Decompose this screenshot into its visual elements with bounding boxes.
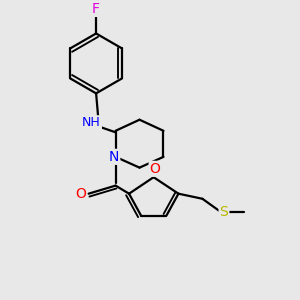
Text: N: N: [109, 150, 119, 164]
Text: O: O: [150, 162, 160, 176]
Text: NH: NH: [82, 116, 101, 129]
Text: F: F: [92, 2, 100, 16]
Text: S: S: [220, 205, 228, 219]
Text: O: O: [75, 187, 86, 201]
